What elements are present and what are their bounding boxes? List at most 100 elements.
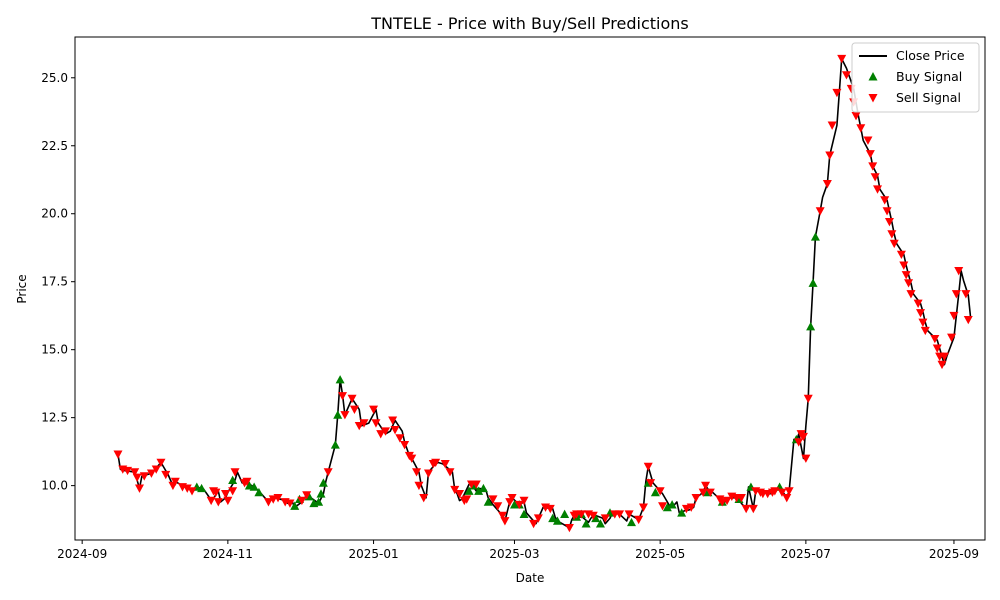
sell-signal-marker xyxy=(932,344,942,353)
sell-signal-marker xyxy=(139,472,149,481)
sell-signal-marker xyxy=(655,487,665,496)
sell-signal-marker xyxy=(600,514,610,523)
sell-signal-marker xyxy=(884,218,894,227)
y-tick-label: 20.0 xyxy=(41,207,68,221)
sell-signal-marker xyxy=(156,458,166,468)
buy-signal-marker xyxy=(662,502,672,512)
sell-signal-marker xyxy=(963,315,973,325)
buy-signal-marker xyxy=(810,232,820,241)
sell-signal-marker xyxy=(354,421,364,431)
sell-signal-marker xyxy=(376,430,386,439)
sell-signal-marker xyxy=(913,299,923,308)
legend-box xyxy=(851,42,980,113)
sell-signal-marker xyxy=(748,504,758,514)
buy-signal-marker xyxy=(318,478,328,487)
buy-signal-marker xyxy=(667,500,677,509)
buy-signal-marker xyxy=(677,508,687,517)
buy-signal-marker xyxy=(316,489,326,498)
sell-signal-marker xyxy=(827,121,837,130)
buy-signal-marker xyxy=(650,487,660,497)
y-axis-title: Price xyxy=(15,274,29,303)
sell-signal-marker xyxy=(500,517,510,526)
sell-signal-marker xyxy=(782,494,792,503)
sell-signal-marker xyxy=(777,488,787,497)
sell-signal-marker xyxy=(658,502,668,511)
legend-label-close-price: Close Price xyxy=(896,48,965,63)
sell-signal-marker xyxy=(450,485,460,495)
sell-signal-marker xyxy=(741,504,751,514)
sell-signal-marker xyxy=(889,239,899,249)
sell-signal-marker xyxy=(170,477,180,487)
sell-signal-marker xyxy=(643,462,653,472)
sell-signal-marker xyxy=(868,162,878,171)
buy-signal-marker xyxy=(464,486,474,495)
sell-signal-marker xyxy=(407,454,417,463)
sell-signal-marker xyxy=(395,434,405,443)
sell-signal-marker xyxy=(323,468,333,477)
chart-title: TNTELE - Price with Buy/Sell Predictions xyxy=(370,14,689,33)
sell-signal-marker xyxy=(863,136,873,145)
sell-signal-marker xyxy=(564,523,574,533)
sell-signal-marker xyxy=(954,267,964,276)
sell-signal-marker xyxy=(832,88,842,98)
sell-signal-marker xyxy=(230,468,240,477)
sell-signal-marker xyxy=(132,473,142,482)
sell-signal-marker xyxy=(340,411,350,420)
sell-signal-marker xyxy=(381,427,390,436)
sell-signal-marker xyxy=(856,124,866,133)
sell-signal-marker xyxy=(918,318,928,327)
sell-signal-marker xyxy=(939,352,949,361)
sell-signal-marker xyxy=(880,196,890,205)
buy-signal-marker xyxy=(483,497,493,506)
sell-signal-marker xyxy=(899,261,909,270)
sell-signal-marker xyxy=(338,392,348,401)
sell-signal-marker xyxy=(798,432,808,442)
sell-signal-marker xyxy=(507,494,517,503)
x-tick-label: 2025-09 xyxy=(929,547,979,561)
sell-signal-marker xyxy=(698,488,708,497)
legend-sell-marker xyxy=(868,94,878,103)
sell-signal-marker xyxy=(412,468,422,477)
x-axis-title: Date xyxy=(516,571,545,585)
sell-signal-marker xyxy=(794,438,804,447)
sell-signal-marker xyxy=(896,250,906,260)
sell-signal-marker xyxy=(803,394,813,404)
sell-signal-marker xyxy=(349,405,359,414)
sell-signal-marker xyxy=(400,441,410,450)
sell-signal-marker xyxy=(206,496,216,506)
sell-signal-marker xyxy=(419,494,429,503)
sell-signal-marker xyxy=(705,488,715,497)
legend: Close Price Buy Signal Sell Signal xyxy=(851,42,980,113)
sell-signal-marker xyxy=(285,499,295,508)
sell-signal-marker xyxy=(906,290,916,299)
sell-signal-marker xyxy=(624,510,634,519)
y-tick-label: 15.0 xyxy=(41,343,68,357)
buy-signal-marker xyxy=(519,509,529,518)
sell-signal-marker xyxy=(822,180,832,189)
sell-signal-marker xyxy=(691,494,701,503)
sell-signal-marker xyxy=(949,311,959,321)
sell-signal-marker xyxy=(837,54,847,64)
sell-signal-marker xyxy=(414,481,424,491)
x-tick-label: 2025-03 xyxy=(489,547,539,561)
sell-signal-marker xyxy=(161,470,171,480)
buy-signal-marker xyxy=(560,509,570,518)
sell-signal-marker xyxy=(615,510,625,519)
sell-signal-marker xyxy=(920,326,930,336)
buy-signal-marker xyxy=(330,440,340,449)
sell-signal-marker xyxy=(784,487,794,496)
buy-signal-marker xyxy=(806,322,816,331)
buy-signal-marker xyxy=(228,475,238,485)
sell-signal-marker xyxy=(961,290,971,299)
sell-signal-marker xyxy=(182,484,192,493)
sell-signal-marker xyxy=(228,487,238,496)
sell-signal-marker xyxy=(588,511,598,521)
y-tick-label: 25.0 xyxy=(41,71,68,85)
buy-signal-marker xyxy=(627,517,637,527)
sell-signal-marker xyxy=(801,454,811,463)
plot-frame xyxy=(74,36,986,541)
sell-signal-marker xyxy=(545,504,555,514)
sell-signal-marker xyxy=(220,489,230,499)
buy-signal-marker xyxy=(333,410,343,419)
buy-signal-marker xyxy=(249,482,259,491)
